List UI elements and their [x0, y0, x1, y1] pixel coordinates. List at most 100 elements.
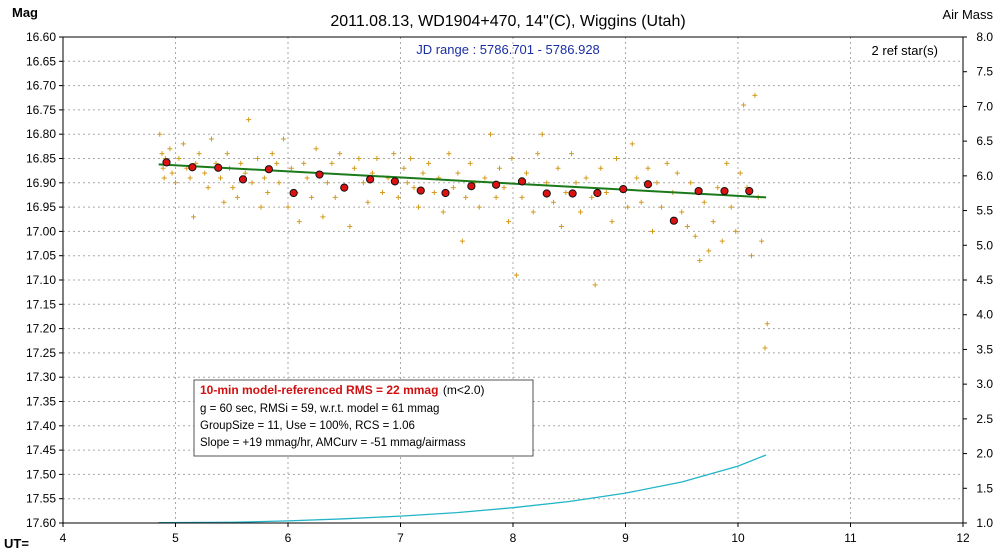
raw-point	[459, 238, 465, 244]
raw-point	[684, 224, 690, 230]
airmass-curve	[158, 454, 767, 524]
raw-point	[501, 185, 507, 191]
y-tick-label: 16.80	[26, 127, 56, 141]
raw-point	[524, 170, 529, 176]
raw-point	[688, 180, 694, 186]
airmass-series	[158, 454, 767, 524]
raw-point	[569, 151, 574, 157]
raw-point	[497, 165, 502, 171]
raw-point	[269, 151, 275, 157]
raw-point	[374, 156, 380, 161]
stats-box-frame	[193, 379, 534, 457]
raw-point	[467, 160, 473, 166]
group-mean-point	[366, 175, 375, 184]
y2-tick-label: 2.5	[976, 412, 993, 426]
raw-point	[535, 151, 541, 157]
raw-point	[555, 165, 561, 171]
y-tick-label: 17.30	[26, 370, 56, 384]
raw-point	[255, 156, 261, 161]
raw-point	[249, 180, 255, 186]
raw-point	[176, 156, 182, 161]
raw-point	[169, 170, 175, 176]
group-mean-point	[441, 188, 450, 198]
raw-point	[752, 92, 758, 98]
raw-point	[558, 224, 564, 230]
raw-point	[592, 282, 598, 288]
raw-point	[234, 194, 240, 200]
raw-point	[724, 160, 730, 166]
group-mean-point	[264, 165, 273, 174]
raw-point	[167, 146, 173, 152]
group-mean-point	[619, 185, 628, 194]
y-tick-label: 17.15	[26, 297, 56, 311]
raw-point	[563, 190, 569, 196]
jd-range-label: JD range : 5786.701 - 5786.928	[416, 42, 600, 57]
raw-point	[380, 190, 385, 196]
raw-point	[401, 165, 407, 171]
raw-point	[221, 199, 227, 205]
raw-point	[603, 190, 609, 196]
raw-point	[301, 160, 307, 166]
raw-point	[706, 248, 712, 254]
x-tick-label: 7	[397, 531, 404, 545]
raw-point	[404, 180, 410, 186]
raw-point	[741, 102, 747, 108]
group-mean-point	[593, 188, 602, 198]
raw-point	[420, 170, 426, 176]
y-tick-label: 17.10	[26, 273, 56, 287]
raw-point	[728, 204, 734, 210]
group-mean-point	[643, 180, 653, 189]
y2-tick-label: 7.5	[976, 65, 993, 79]
raw-point	[161, 175, 167, 181]
y-tick-label: 16.95	[26, 200, 56, 214]
raw-points-series	[157, 92, 770, 351]
raw-point	[589, 194, 595, 200]
raw-point	[160, 165, 166, 171]
raw-point	[519, 194, 525, 200]
raw-point	[369, 170, 375, 176]
y2-tick-label: 6.5	[976, 134, 993, 148]
raw-point	[159, 151, 165, 157]
y2-tick-label: 1.0	[976, 516, 993, 530]
raw-point	[762, 345, 768, 351]
y-axis-label: Mag	[12, 5, 38, 20]
raw-point	[230, 185, 236, 191]
raw-point	[719, 238, 725, 244]
y-tick-label: 17.40	[26, 419, 56, 433]
raw-point	[337, 151, 343, 157]
raw-point	[296, 219, 302, 225]
y-tick-label: 16.85	[26, 152, 56, 166]
raw-point	[638, 199, 644, 205]
stats-rms-line: 10-min model-referenced RMS = 22 mmag (m…	[200, 381, 485, 398]
x-tick-label: 8	[510, 531, 517, 545]
group-mean-point	[340, 183, 349, 192]
axis-ticks: 4 5 6 7 8 9 10 11 12 16.60 16.65 16.70 16.75 16.80 16.…	[26, 30, 993, 545]
raw-point	[426, 160, 432, 166]
raw-point	[463, 194, 469, 200]
y-tick-label: 17.35	[26, 395, 56, 409]
y-tick-label: 17.00	[26, 224, 56, 238]
raw-point	[329, 160, 335, 166]
plot-frame	[62, 36, 964, 524]
group-mean-point	[416, 186, 425, 195]
raw-point	[180, 141, 186, 147]
raw-point	[324, 180, 330, 186]
raw-point	[578, 209, 583, 215]
model-line	[158, 163, 767, 199]
raw-point	[191, 214, 196, 220]
raw-point	[218, 175, 223, 181]
raw-point	[365, 199, 371, 205]
raw-point	[749, 253, 754, 259]
y-tick-label: 17.05	[26, 249, 56, 263]
raw-point	[715, 185, 721, 191]
y-tick-label: 17.45	[26, 443, 56, 457]
raw-point	[659, 204, 664, 210]
stats-line-3: GroupSize = 11, Use = 100%, RCS = 1.06	[200, 420, 415, 432]
raw-point	[347, 224, 353, 230]
raw-point	[276, 180, 282, 186]
group-mean-point	[492, 180, 501, 189]
raw-point	[242, 170, 248, 176]
raw-point	[614, 156, 619, 161]
raw-point	[645, 165, 651, 171]
